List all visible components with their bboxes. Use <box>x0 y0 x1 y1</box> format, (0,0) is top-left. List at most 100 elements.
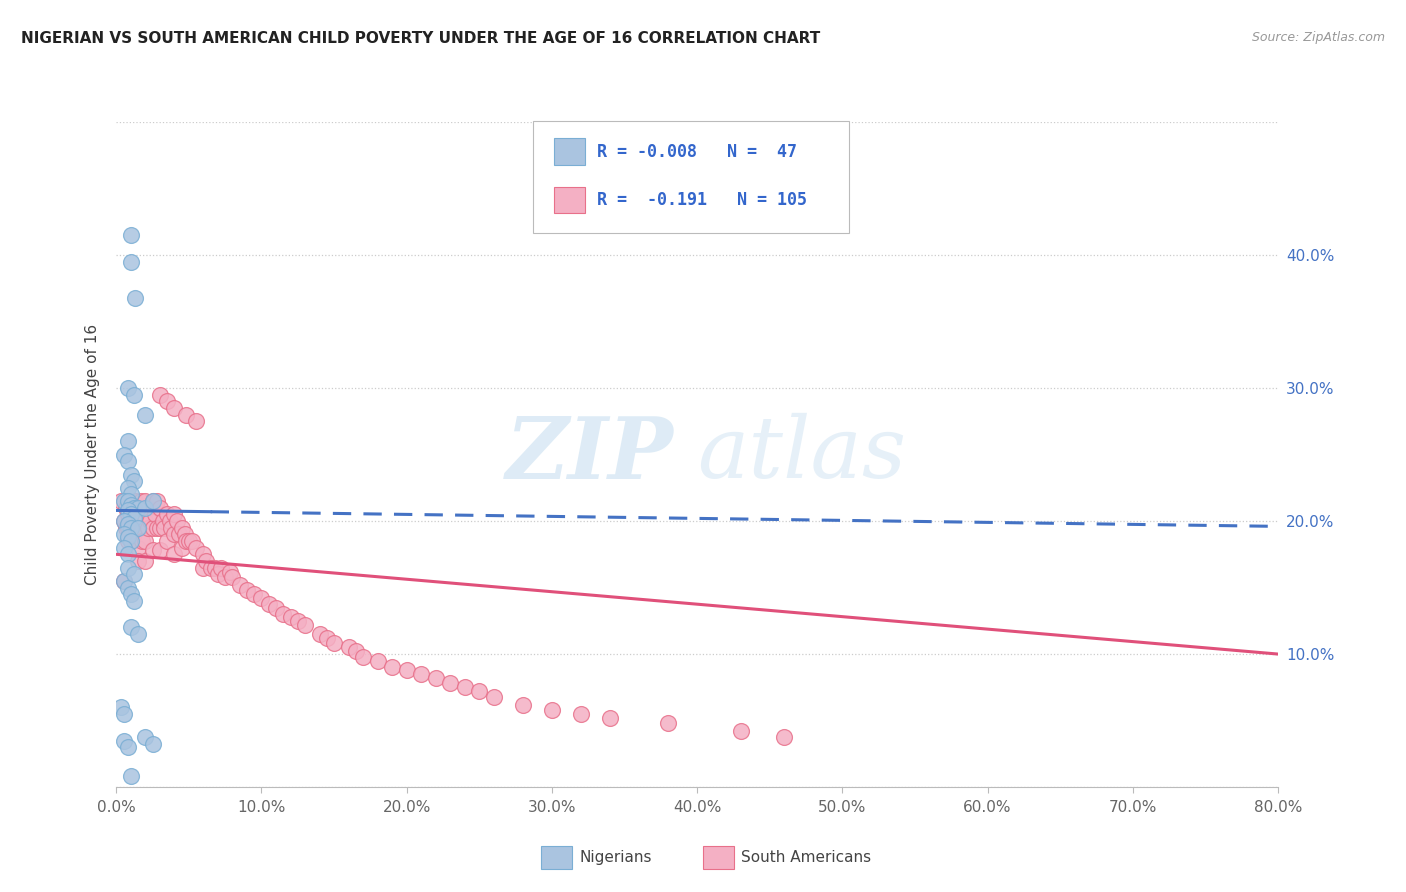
Point <box>134 554 156 568</box>
Point <box>117 547 139 561</box>
Point <box>170 521 193 535</box>
Point <box>177 534 200 549</box>
Point <box>122 594 145 608</box>
Point <box>271 607 294 622</box>
Point <box>167 527 190 541</box>
Point <box>156 394 179 409</box>
Point <box>344 644 367 658</box>
Point <box>243 587 266 601</box>
Point <box>599 711 621 725</box>
Point <box>287 614 309 628</box>
Point <box>120 521 142 535</box>
Point <box>131 508 153 522</box>
Point <box>117 454 139 468</box>
Point <box>127 500 149 515</box>
Point <box>117 516 139 531</box>
Point <box>122 508 145 522</box>
Point <box>153 521 176 535</box>
Point <box>204 560 226 574</box>
Point <box>730 724 752 739</box>
Point <box>381 660 404 674</box>
Point <box>367 654 389 668</box>
Point <box>160 521 183 535</box>
Point <box>112 706 135 721</box>
Point <box>250 591 273 606</box>
Point <box>146 494 169 508</box>
Point <box>207 567 229 582</box>
Point <box>117 581 139 595</box>
Text: R = -0.008   N =  47: R = -0.008 N = 47 <box>596 143 797 161</box>
Point <box>439 676 461 690</box>
Point <box>236 583 259 598</box>
Point <box>195 554 218 568</box>
Point <box>122 567 145 582</box>
Point <box>122 511 145 525</box>
Point <box>112 514 135 528</box>
Y-axis label: Child Poverty Under the Age of 16: Child Poverty Under the Age of 16 <box>86 324 100 585</box>
Point <box>193 560 215 574</box>
Point <box>120 487 142 501</box>
Point <box>308 627 330 641</box>
Point <box>257 597 280 611</box>
Point <box>149 543 172 558</box>
Point <box>127 521 149 535</box>
Point <box>120 508 142 522</box>
Point <box>122 387 145 401</box>
Point <box>117 503 139 517</box>
Point <box>131 534 153 549</box>
Point <box>124 494 146 508</box>
Point <box>773 730 796 744</box>
Point <box>569 706 592 721</box>
Point <box>512 698 534 712</box>
Point <box>127 521 149 535</box>
Point <box>117 740 139 755</box>
Point <box>411 667 433 681</box>
Point <box>468 684 491 698</box>
Point <box>184 541 207 555</box>
Point <box>425 671 447 685</box>
Point <box>117 508 139 522</box>
Point <box>122 527 145 541</box>
Point <box>127 627 149 641</box>
Point <box>180 534 202 549</box>
Point <box>120 228 142 243</box>
Point <box>129 494 152 508</box>
Point <box>112 448 135 462</box>
Point <box>115 521 138 535</box>
Point <box>214 570 236 584</box>
Point <box>323 636 346 650</box>
Point <box>221 570 243 584</box>
Point <box>142 494 165 508</box>
Text: ZIP: ZIP <box>506 413 673 496</box>
Point <box>264 600 287 615</box>
Point <box>120 508 142 522</box>
Point <box>112 733 135 747</box>
Point <box>149 387 172 401</box>
Point <box>124 291 146 305</box>
Point <box>117 530 139 544</box>
Point <box>122 494 145 508</box>
Point <box>134 730 156 744</box>
Point <box>482 690 505 704</box>
Point <box>163 508 186 522</box>
Point <box>112 541 135 555</box>
Point <box>134 500 156 515</box>
Point <box>120 467 142 482</box>
Point <box>337 640 360 655</box>
Point <box>136 500 159 515</box>
Point <box>352 649 374 664</box>
Point <box>134 514 156 528</box>
Point <box>112 527 135 541</box>
Point <box>163 527 186 541</box>
Point <box>174 408 197 422</box>
Point <box>120 587 142 601</box>
Point <box>122 474 145 488</box>
Point <box>159 514 181 528</box>
Point <box>149 500 172 515</box>
Text: South Americans: South Americans <box>741 850 872 864</box>
Point <box>174 534 197 549</box>
Point <box>120 498 142 512</box>
Point <box>136 521 159 535</box>
Point <box>134 494 156 508</box>
Point <box>110 700 132 714</box>
